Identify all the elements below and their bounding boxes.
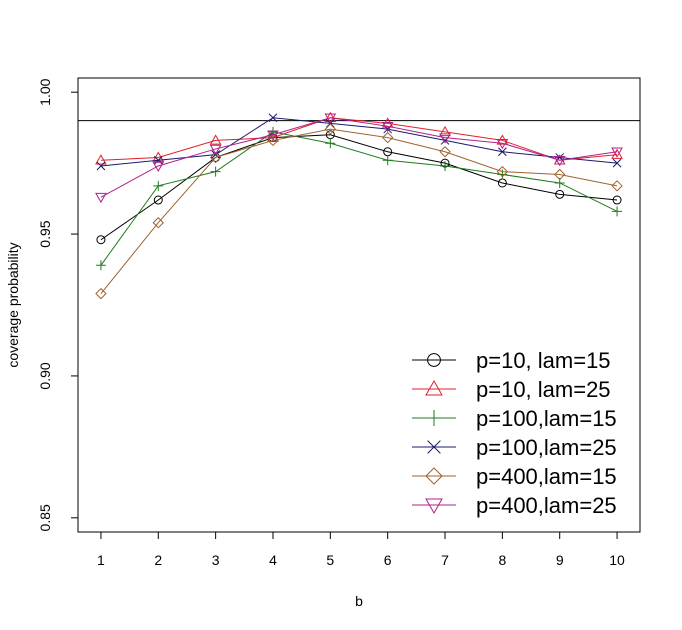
x-tick-label: 4 — [269, 552, 277, 568]
data-point — [152, 151, 165, 162]
data-point — [324, 113, 337, 124]
data-point — [612, 206, 623, 217]
series-line — [100, 131, 618, 266]
data-point — [268, 113, 278, 123]
data-point — [439, 125, 451, 137]
data-point — [439, 146, 451, 158]
legend-marker — [425, 498, 443, 515]
legend-marker — [425, 379, 443, 396]
data-point — [95, 260, 106, 271]
x-tick-label: 5 — [326, 552, 334, 568]
legend-entry: p=10, lam=15 — [412, 348, 611, 373]
x-tick-label: 1 — [97, 552, 105, 568]
legend-entry: p=10, lam=25 — [412, 377, 611, 402]
series-1 — [96, 130, 622, 245]
data-point — [439, 133, 451, 144]
data-point — [153, 155, 163, 165]
legend-marker — [427, 353, 441, 367]
x-tick-label: 7 — [441, 552, 449, 568]
data-point — [95, 287, 107, 300]
data-point — [95, 154, 107, 165]
x-tick-label: 2 — [154, 552, 162, 568]
y-axis-label: coverage probability — [5, 242, 21, 367]
x-axis-label: b — [355, 593, 363, 609]
data-point — [209, 144, 222, 155]
data-point — [95, 192, 107, 204]
data-point — [612, 158, 622, 168]
legend-label: p=400,lam=25 — [476, 493, 617, 518]
data-point — [496, 165, 509, 178]
data-point — [96, 161, 106, 171]
data-point — [324, 123, 337, 135]
data-point — [152, 161, 165, 172]
x-tick-label: 3 — [212, 552, 220, 568]
plot-frame — [77, 77, 641, 533]
data-point — [267, 130, 279, 141]
data-point — [554, 168, 566, 181]
data-point — [209, 134, 222, 145]
series-line — [100, 117, 618, 167]
data-point — [324, 111, 337, 122]
series-line — [100, 134, 618, 241]
data-point — [381, 121, 394, 133]
x-tick-label: 6 — [384, 552, 392, 568]
data-point — [210, 166, 221, 177]
legend-marker — [427, 440, 441, 454]
legend-label: p=100,lam=15 — [476, 406, 617, 431]
data-point — [611, 180, 623, 192]
series-line — [100, 117, 618, 198]
data-point — [382, 155, 393, 166]
data-point — [325, 138, 336, 149]
data-point — [209, 151, 222, 164]
legend-entry: p=100,lam=15 — [412, 406, 617, 431]
data-point — [96, 235, 106, 245]
data-point — [153, 180, 164, 191]
legend-marker — [425, 467, 443, 485]
data-point — [553, 156, 566, 167]
series-layer — [95, 111, 623, 300]
data-point — [611, 148, 623, 159]
data-point — [497, 169, 508, 180]
data-point — [440, 160, 451, 171]
y-tick-label: 1.00 — [37, 78, 53, 105]
data-point — [267, 134, 279, 147]
legend-marker — [426, 410, 442, 426]
y-axis: 0.85 0.90 0.95 1.00 — [37, 78, 78, 531]
legend: p=10, lam=15 p=10, lam=25 p=100,lam=15 p=10… — [412, 348, 617, 518]
data-point — [153, 195, 163, 205]
x-axis: 1 2 3 4 5 6 7 8 9 10 — [97, 532, 625, 568]
legend-entry: p=400,lam=15 — [412, 464, 617, 489]
y-tick-label: 0.90 — [37, 362, 53, 389]
series-6 — [95, 113, 623, 204]
y-tick-label: 0.95 — [37, 220, 53, 247]
series-5 — [95, 123, 623, 300]
data-point — [498, 147, 507, 157]
data-point — [152, 217, 164, 229]
x-tick-label: 10 — [609, 552, 625, 568]
series-line — [100, 117, 618, 161]
data-point — [381, 131, 394, 144]
data-point — [555, 189, 565, 199]
x-tick-label: 9 — [556, 552, 564, 568]
legend-label: p=10, lam=25 — [476, 377, 611, 402]
series-3 — [95, 126, 623, 271]
series-line — [100, 128, 618, 294]
legend-entry: p=100,lam=25 — [412, 435, 617, 460]
y-tick-label: 0.85 — [37, 504, 53, 531]
legend-label: p=10, lam=15 — [476, 348, 611, 373]
data-point — [496, 139, 509, 150]
data-point — [612, 195, 622, 205]
data-point — [611, 147, 623, 158]
legend-label: p=100,lam=25 — [476, 435, 617, 460]
x-tick-label: 8 — [498, 552, 506, 568]
legend-label: p=400,lam=15 — [476, 464, 617, 489]
legend-entry: p=400,lam=25 — [412, 493, 617, 518]
data-point — [267, 131, 279, 142]
